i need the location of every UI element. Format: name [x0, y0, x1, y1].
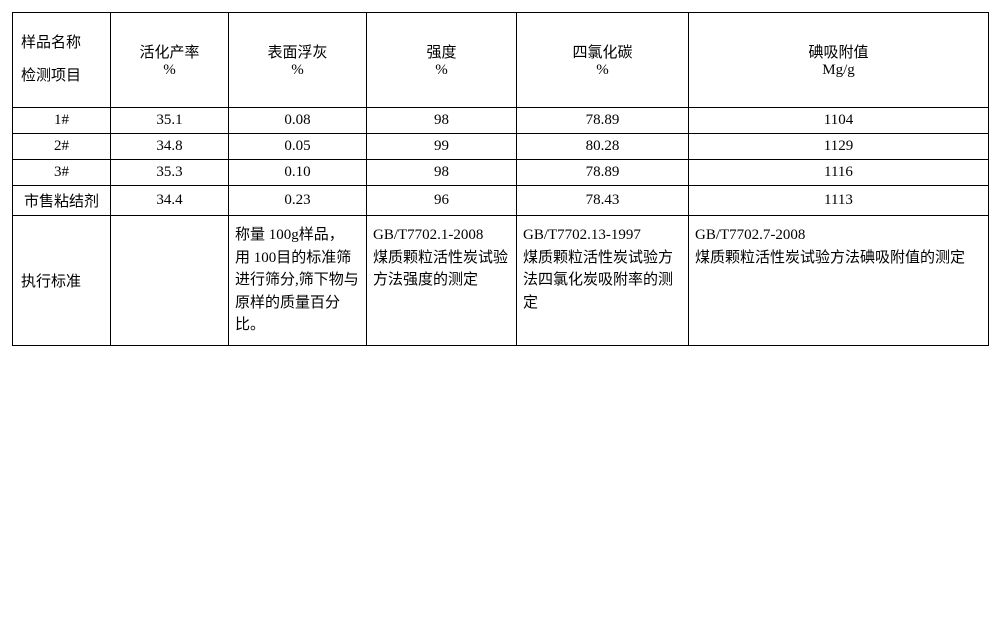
- data-table: 样品名称 检测项目 活化产率 % 表面浮灰 % 强度 % 四氯化碳 % 碘吸附值…: [12, 12, 989, 346]
- row-4-c3: 96: [367, 186, 517, 216]
- row-4-c4: 78.43: [517, 186, 689, 216]
- row-1-c5: 1104: [689, 108, 989, 134]
- row-1-c2: 0.08: [229, 108, 367, 134]
- row-2-c4: 80.28: [517, 134, 689, 160]
- header-corner: 样品名称 检测项目: [13, 13, 111, 108]
- table-row: 1# 35.1 0.08 98 78.89 1104: [13, 108, 989, 134]
- header-col-1-label: 活化产率: [139, 45, 199, 61]
- standards-label: 执行标准: [13, 216, 111, 346]
- table-row: 3# 35.3 0.10 98 78.89 1116: [13, 160, 989, 186]
- standards-c4: GB/T7702.13-1997煤质颗粒活性炭试验方法四氯化炭吸附率的测定: [517, 216, 689, 346]
- row-2-c5: 1129: [689, 134, 989, 160]
- header-col-5: 碘吸附值 Mg/g: [689, 13, 989, 108]
- header-col-3-label: 强度: [426, 45, 456, 61]
- header-col-3-unit: %: [435, 62, 448, 78]
- row-2-c1: 34.8: [111, 134, 229, 160]
- row-1-c3: 98: [367, 108, 517, 134]
- header-col-4-label: 四氯化碳: [572, 45, 632, 61]
- row-4-c1: 34.4: [111, 186, 229, 216]
- row-3-c2: 0.10: [229, 160, 367, 186]
- row-3-name: 3#: [13, 160, 111, 186]
- row-4-c5: 1113: [689, 186, 989, 216]
- row-4-name: 市售粘结剂: [13, 186, 111, 216]
- row-1-c1: 35.1: [111, 108, 229, 134]
- row-1-name: 1#: [13, 108, 111, 134]
- standards-c3: GB/T7702.1-2008煤质颗粒活性炭试验方法强度的测定: [367, 216, 517, 346]
- standards-c5: GB/T7702.7-2008煤质颗粒活性炭试验方法碘吸附值的测定: [689, 216, 989, 346]
- row-2-name: 2#: [13, 134, 111, 160]
- table-row: 2# 34.8 0.05 99 80.28 1129: [13, 134, 989, 160]
- table-row: 市售粘结剂 34.4 0.23 96 78.43 1113: [13, 186, 989, 216]
- row-3-c1: 35.3: [111, 160, 229, 186]
- standards-c2: 称量 100g样品， 用 100目的标准筛进行筛分,筛下物与原样的质量百分比。: [229, 216, 367, 346]
- row-1-c4: 78.89: [517, 108, 689, 134]
- row-3-c5: 1116: [689, 160, 989, 186]
- header-corner-line2: 检测项目: [21, 60, 102, 93]
- table-header-row: 样品名称 检测项目 活化产率 % 表面浮灰 % 强度 % 四氯化碳 % 碘吸附值…: [13, 13, 989, 108]
- header-col-1: 活化产率 %: [111, 13, 229, 108]
- header-corner-line1: 样品名称: [21, 27, 102, 60]
- standards-c1: [111, 216, 229, 346]
- header-col-5-label: 碘吸附值: [808, 45, 868, 61]
- row-2-c3: 99: [367, 134, 517, 160]
- row-2-c2: 0.05: [229, 134, 367, 160]
- header-col-2-unit: %: [291, 62, 304, 78]
- row-3-c4: 78.89: [517, 160, 689, 186]
- standards-row: 执行标准 称量 100g样品， 用 100目的标准筛进行筛分,筛下物与原样的质量…: [13, 216, 989, 346]
- row-4-c2: 0.23: [229, 186, 367, 216]
- header-col-1-unit: %: [163, 62, 176, 78]
- header-col-4: 四氯化碳 %: [517, 13, 689, 108]
- header-col-4-unit: %: [596, 62, 609, 78]
- row-3-c3: 98: [367, 160, 517, 186]
- header-col-5-unit: Mg/g: [822, 62, 855, 78]
- header-col-2: 表面浮灰 %: [229, 13, 367, 108]
- header-col-2-label: 表面浮灰: [267, 45, 327, 61]
- header-col-3: 强度 %: [367, 13, 517, 108]
